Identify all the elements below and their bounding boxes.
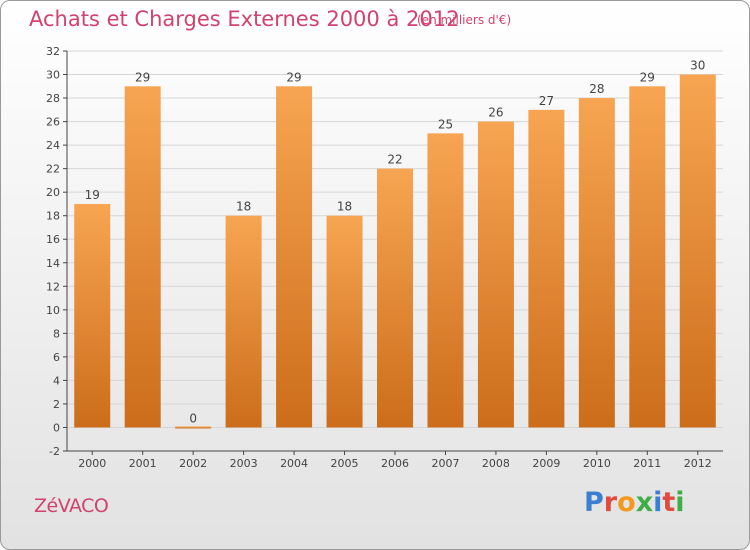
logo-letter: i <box>653 487 663 518</box>
data-label: 26 <box>488 106 503 120</box>
data-label: 19 <box>85 188 100 202</box>
y-tick-label: 28 <box>46 92 60 105</box>
bar-2000 <box>74 203 111 428</box>
bar-2001 <box>124 86 161 428</box>
place-name: ZéVACO <box>34 495 109 517</box>
bar-2002 <box>175 426 212 429</box>
bar-2009 <box>528 109 565 428</box>
x-tick-label: 2006 <box>381 457 409 470</box>
y-tick-label: 26 <box>46 116 60 129</box>
logo-letter: P <box>584 487 604 518</box>
bar-2012 <box>679 74 716 428</box>
bar-2006 <box>377 168 413 428</box>
chart-title: Achats et Charges Externes 2000 à 2012 <box>29 7 460 31</box>
y-tick-label: 14 <box>46 257 60 270</box>
x-tick-label: 2003 <box>230 457 258 470</box>
bar-2005 <box>326 215 363 428</box>
bar-2007 <box>427 133 464 428</box>
x-tick-label: 2001 <box>129 457 157 470</box>
bars <box>74 74 716 429</box>
x-tick-label: 2002 <box>179 457 207 470</box>
data-label: 22 <box>387 153 402 167</box>
logo-letter: r <box>603 487 618 518</box>
logo-letter: x <box>635 487 654 518</box>
y-tick-label: 16 <box>46 233 60 246</box>
y-tick-label: 32 <box>46 45 60 58</box>
data-label: 29 <box>135 70 150 84</box>
y-tick-label: 10 <box>46 304 60 317</box>
logo-letter: t <box>662 487 676 518</box>
y-tick-label: 20 <box>46 186 60 199</box>
data-label: 30 <box>690 59 705 73</box>
x-tick-label: 2007 <box>431 457 459 470</box>
labels: -202468101214161820222426283032200019200… <box>46 45 712 470</box>
data-label: 18 <box>337 200 352 214</box>
proxiti-logo: Proxiti <box>584 487 685 518</box>
x-tick-label: 2010 <box>583 457 611 470</box>
axes <box>63 50 723 455</box>
x-tick-label: 2000 <box>78 457 106 470</box>
y-tick-label: 2 <box>53 398 60 411</box>
bar-2004 <box>276 86 313 428</box>
y-tick-label: 24 <box>46 139 60 152</box>
data-label: 27 <box>539 94 554 108</box>
x-tick-label: 2005 <box>331 457 359 470</box>
y-tick-label: 6 <box>53 351 60 364</box>
x-tick-label: 2011 <box>633 457 661 470</box>
bar-2010 <box>578 98 615 428</box>
data-label: 29 <box>286 70 301 84</box>
bar-2011 <box>629 86 666 428</box>
data-label: 18 <box>236 200 251 214</box>
y-tick-label: 12 <box>46 280 60 293</box>
y-tick-label: 0 <box>53 421 60 434</box>
data-label: 29 <box>640 70 655 84</box>
data-label: 0 <box>189 411 197 425</box>
y-tick-label: -2 <box>49 445 60 458</box>
x-tick-label: 2012 <box>684 457 712 470</box>
y-tick-label: 18 <box>46 210 60 223</box>
y-tick-label: 22 <box>46 163 60 176</box>
chart-subtitle: (en milliers d'€) <box>417 13 512 27</box>
bar-2008 <box>477 121 514 428</box>
x-tick-label: 2008 <box>482 457 510 470</box>
y-tick-label: 8 <box>53 327 60 340</box>
y-tick-label: 4 <box>53 374 60 387</box>
logo-letter: i <box>675 487 685 518</box>
x-tick-label: 2004 <box>280 457 308 470</box>
bar-2003 <box>225 215 262 428</box>
data-label: 28 <box>589 82 604 96</box>
logo-letter: o <box>617 487 636 518</box>
data-label: 25 <box>438 117 453 131</box>
y-tick-label: 30 <box>46 69 60 82</box>
x-tick-label: 2009 <box>532 457 560 470</box>
